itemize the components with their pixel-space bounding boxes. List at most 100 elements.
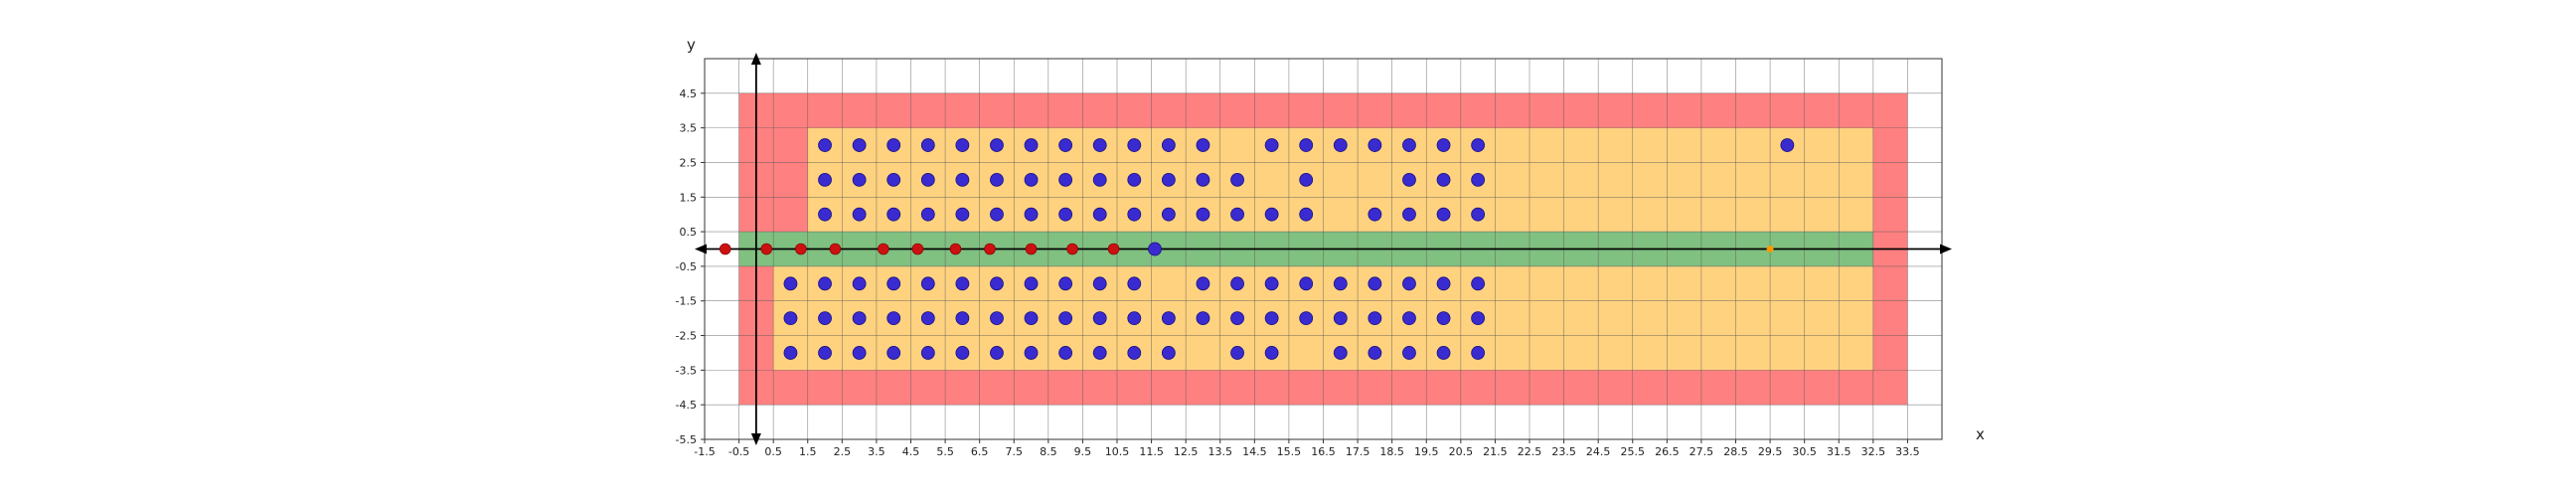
blue-point-91 <box>1264 311 1279 326</box>
blue-point-89 <box>1196 311 1210 326</box>
blue-point-72 <box>1333 276 1348 291</box>
blue-point-85 <box>1058 311 1073 326</box>
blue-point-27 <box>1058 172 1073 187</box>
blue-point-13 <box>1299 138 1314 152</box>
blue-point-47 <box>1161 207 1176 222</box>
x-axis-arrow-left <box>695 244 707 254</box>
blue-point-112 <box>1333 346 1348 360</box>
blue-point-74 <box>1402 276 1416 291</box>
x-tick-label-35: 33.5 <box>1895 445 1920 458</box>
x-axis-arrow-right <box>1940 244 1952 254</box>
blue-point-7 <box>1058 138 1073 152</box>
red-point-5 <box>911 243 924 255</box>
blue-point-38 <box>852 207 867 222</box>
blue-point-111 <box>1264 346 1279 360</box>
blue-point-54 <box>1436 207 1451 222</box>
blue-point-86 <box>1092 311 1107 326</box>
blue-point-11 <box>1196 138 1210 152</box>
red-point-9 <box>1066 243 1078 255</box>
y-tick-label-6: 0.5 <box>680 226 698 239</box>
x-axis-label: x <box>1976 425 1985 443</box>
blue-point-103 <box>955 346 970 360</box>
y-tick-label-10: 4.5 <box>680 87 698 100</box>
blue-point-62 <box>955 276 970 291</box>
y-tick-label-9: 3.5 <box>680 122 698 135</box>
y-tick-label-0: -5.5 <box>676 433 697 446</box>
blue-point-43 <box>1024 207 1039 222</box>
blue-point-81 <box>920 311 935 326</box>
blue-point-58 <box>818 276 832 291</box>
x-tick-label-1: -0.5 <box>728 445 749 458</box>
blue-point-23 <box>920 172 935 187</box>
y-tick-label-3: -2.5 <box>676 330 697 343</box>
blue-point-83 <box>990 311 1004 326</box>
red-point-7 <box>984 243 996 255</box>
blue-point-113 <box>1368 346 1382 360</box>
red-point-1 <box>760 243 773 255</box>
blue-point-70 <box>1264 276 1279 291</box>
blue-point-110 <box>1230 346 1244 360</box>
blue-point-73 <box>1368 276 1382 291</box>
blue-point-33 <box>1299 172 1314 187</box>
blue-point-57 <box>783 276 798 291</box>
blue-point-101 <box>886 346 901 360</box>
blue-point-78 <box>818 311 832 326</box>
blue-point-40 <box>920 207 935 222</box>
x-tick-label-10: 8.5 <box>1040 445 1057 458</box>
red-point-8 <box>1025 243 1038 255</box>
blue-point-76 <box>1471 276 1486 291</box>
blue-point-95 <box>1402 311 1416 326</box>
y-tick-label-5: -0.5 <box>676 260 697 273</box>
blue-point-52 <box>1368 207 1382 222</box>
blue-point-20 <box>818 172 832 187</box>
x-tick-label-20: 18.5 <box>1379 445 1404 458</box>
y-tick-label-1: -4.5 <box>676 399 697 412</box>
blue-point-67 <box>1127 276 1142 291</box>
blue-point-45 <box>1092 207 1107 222</box>
x-tick-label-28: 26.5 <box>1655 445 1680 458</box>
blue-point-42 <box>990 207 1004 222</box>
blue-point-50 <box>1264 207 1279 222</box>
x-tick-label-32: 30.5 <box>1792 445 1817 458</box>
x-tick-label-14: 12.5 <box>1174 445 1199 458</box>
blue-point-106 <box>1058 346 1073 360</box>
blue-point-79 <box>852 311 867 326</box>
x-tick-label-13: 11.5 <box>1139 445 1164 458</box>
blue-point-37 <box>818 207 832 222</box>
blue-point-69 <box>1230 276 1244 291</box>
blue-point-0 <box>818 138 832 152</box>
blue-point-48 <box>1196 207 1210 222</box>
blue-point-32 <box>1230 172 1244 187</box>
blue-point-109 <box>1161 346 1176 360</box>
blue-point-10 <box>1161 138 1176 152</box>
x-tick-label-26: 24.5 <box>1586 445 1611 458</box>
blue-point-64 <box>1024 276 1039 291</box>
red-point-4 <box>878 243 889 255</box>
x-tick-label-4: 2.5 <box>834 445 852 458</box>
blue-point-93 <box>1333 311 1348 326</box>
blue-point-44 <box>1058 207 1073 222</box>
blue-point-21 <box>852 172 867 187</box>
red-point-0 <box>719 243 731 255</box>
blue-point-34 <box>1402 172 1416 187</box>
x-tick-label-23: 21.5 <box>1483 445 1508 458</box>
x-tick-label-17: 15.5 <box>1277 445 1302 458</box>
blue-point-68 <box>1196 276 1210 291</box>
x-tick-label-34: 32.5 <box>1861 445 1886 458</box>
y-tick-label-8: 2.5 <box>680 156 698 169</box>
x-tick-label-6: 4.5 <box>902 445 920 458</box>
blue-point-115 <box>1436 346 1451 360</box>
blue-point-116 <box>1471 346 1486 360</box>
blue-point-59 <box>852 276 867 291</box>
blue-point-75 <box>1436 276 1451 291</box>
blue-point-30 <box>1161 172 1176 187</box>
tick-label-layer: -1.5 -0.5 0.5 1.5 2.5 3.5 4.5 5.5 6.5 7.5 8.5 9.5 10… <box>676 87 1920 458</box>
x-tick-label-25: 23.5 <box>1551 445 1576 458</box>
points-layer <box>719 138 1795 360</box>
red-point-3 <box>829 243 842 255</box>
blue-point-12 <box>1264 138 1279 152</box>
x-tick-label-8: 6.5 <box>971 445 989 458</box>
x-tick-label-5: 3.5 <box>868 445 886 458</box>
x-tick-label-16: 14.5 <box>1242 445 1267 458</box>
